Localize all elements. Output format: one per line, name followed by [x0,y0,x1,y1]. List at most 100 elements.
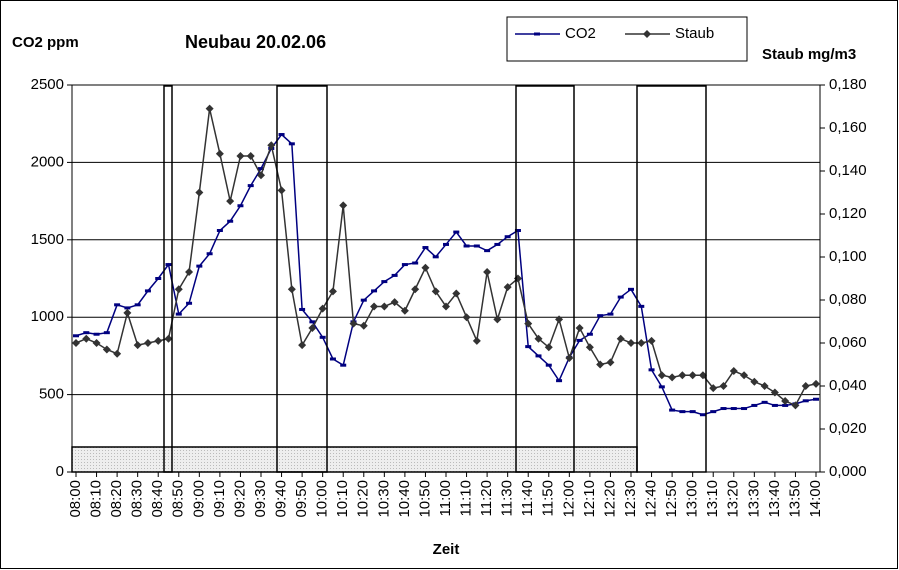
point [648,368,655,372]
x-tick-label: 13:10 [704,480,721,518]
x-tick-label: 08:40 [149,480,166,518]
point [216,229,223,233]
x-tick-label: 11:10 [458,480,475,516]
point [359,321,368,330]
point [657,371,666,380]
point [751,403,758,407]
point [185,268,194,277]
point [154,336,163,345]
point [658,385,665,389]
point [484,249,491,253]
x-tick-label: 09:30 [252,480,269,518]
y-axis-label: CO2 ppm [12,34,79,51]
point [73,334,79,338]
point [236,151,245,160]
x-tick-label: 09:20 [231,480,248,518]
x-tick-label: 10:20 [355,480,372,518]
period-box [163,85,173,473]
point [299,307,306,311]
x-axis-label: Zeit [433,541,460,558]
x-tick-label: 08:20 [108,480,125,518]
point [237,204,244,208]
point [761,400,768,404]
x-tick-label: 11:20 [478,480,495,516]
y-tick-label: 0 [56,463,64,480]
point [196,264,203,268]
point [750,377,759,386]
point [93,332,100,336]
x-tick-label: 08:30 [129,480,146,518]
point [535,354,542,358]
y2-tick-label: 0,060 [829,334,867,351]
x-tick-label: 11:00 [437,480,454,516]
point [329,357,336,361]
y2-axis-label: Staub mg/m3 [762,46,856,63]
x-tick-label: 12:50 [663,480,680,518]
point [267,141,276,150]
period-box [515,85,575,473]
x-tick-label: 10:10 [334,480,351,518]
point [576,338,583,342]
point [740,371,749,380]
x-tick-label: 09:50 [293,480,310,518]
point [288,142,295,146]
y2-tick-label: 0,080 [829,291,867,308]
x-tick-label: 10:00 [314,480,331,518]
period-box [276,85,328,473]
point [72,339,80,347]
point [791,401,800,410]
point [277,186,286,195]
y2-tick-label: 0,180 [829,76,867,93]
x-tick-label: 12:40 [643,480,660,518]
point [770,388,779,397]
point [452,289,461,298]
y2-tick-label: 0,120 [829,205,867,222]
x-tick-label: 11:50 [540,480,557,516]
chart-title: Neubau 20.02.06 [185,32,326,52]
point [813,397,819,401]
point [453,230,460,234]
point [597,314,604,318]
point [544,343,553,352]
point [349,319,358,328]
x-tick-label: 09:10 [211,480,228,518]
point [699,413,706,417]
point [143,339,152,347]
point [102,345,111,354]
point [730,407,737,411]
y2-tick-label: 0,140 [829,162,867,179]
x-tick-label: 10:30 [375,480,392,518]
point [287,285,296,294]
x-tick-label: 08:50 [170,480,187,518]
point [83,331,90,335]
point [309,320,316,324]
point [556,379,563,383]
point [637,339,646,347]
point [319,335,326,339]
point [534,334,543,343]
point [565,354,574,363]
point [782,403,789,407]
point [318,304,327,313]
point [647,336,656,345]
x-tick-label: 13:50 [786,480,803,518]
x-tick-label: 09:40 [273,480,290,518]
point [411,285,420,294]
point [123,308,132,317]
point [144,289,151,293]
x-tick-label: 13:40 [766,480,783,518]
y2-tick-label: 0,160 [829,119,867,136]
point [801,382,810,390]
point [463,244,470,248]
y2-tick-label: 0,020 [829,420,867,437]
point [627,339,635,347]
x-tick-label: 12:10 [581,480,598,518]
x-tick-label: 12:30 [622,480,639,518]
point [114,303,121,307]
point [617,295,624,299]
legend-marker [534,32,540,36]
period-boxes [71,85,707,473]
x-tick-label: 10:50 [416,480,433,518]
y-tick-label: 2000 [31,153,64,170]
